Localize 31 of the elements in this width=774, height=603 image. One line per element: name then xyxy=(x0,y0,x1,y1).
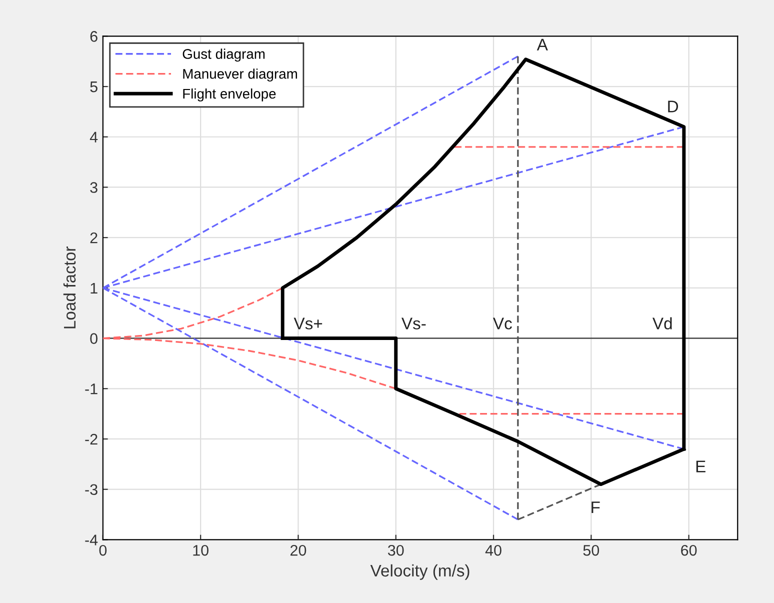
x-axis-title: Velocity (m/s) xyxy=(370,564,470,580)
y-axis-title: Load factor xyxy=(63,246,76,328)
legend-label: Flight envelope xyxy=(183,88,276,102)
y-tick-label: -3 xyxy=(85,484,98,496)
x-tick-label: 60 xyxy=(681,544,697,556)
y-tick-label: 5 xyxy=(90,82,98,92)
y-tick-label: 4 xyxy=(90,132,98,142)
x-tick-label: 40 xyxy=(485,544,502,556)
annotation: Vs- xyxy=(402,318,426,330)
y-tick-label: 0 xyxy=(90,333,98,344)
y-tick-label: -1 xyxy=(85,384,98,394)
annotation: E xyxy=(696,460,706,472)
y-tick-label: 6 xyxy=(90,31,98,42)
annotation: Vs+ xyxy=(294,318,322,330)
x-tick-label: 50 xyxy=(583,544,600,556)
annotation: D xyxy=(668,100,678,112)
annotation: Vd xyxy=(652,317,672,330)
y-tick-label: 2 xyxy=(90,232,98,244)
y-tick-label: -4 xyxy=(85,534,98,546)
y-tick-label: -2 xyxy=(85,434,98,445)
x-tick-label: 0 xyxy=(99,544,107,556)
annotation: A xyxy=(536,38,548,50)
x-tick-label: 10 xyxy=(193,544,208,556)
x-tick-label: 30 xyxy=(388,544,404,556)
annotation: Vc xyxy=(492,318,512,330)
legend-label: Gust diagram xyxy=(182,48,265,62)
legend-label: Manuever diagram xyxy=(183,68,297,82)
x-tick-label: 20 xyxy=(290,544,306,556)
y-tick-label: 3 xyxy=(90,182,98,193)
y-tick-label: 1 xyxy=(90,282,98,294)
annotation: F xyxy=(592,502,600,514)
